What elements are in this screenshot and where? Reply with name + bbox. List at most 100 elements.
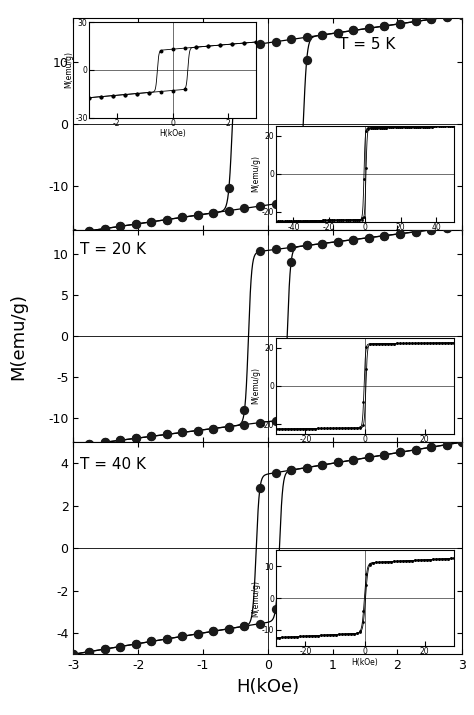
Point: [85, 646, 93, 657]
Point: [101, 223, 109, 235]
Point: [116, 221, 124, 232]
Point: [241, 405, 248, 416]
Point: [427, 224, 435, 235]
Point: [272, 36, 279, 47]
Point: [443, 11, 450, 23]
Point: [303, 31, 310, 43]
Point: [225, 182, 233, 193]
Point: [163, 429, 171, 440]
Point: [381, 449, 388, 460]
Point: [443, 222, 450, 234]
Point: [116, 221, 124, 232]
Point: [319, 459, 326, 470]
Point: [85, 438, 93, 450]
Point: [70, 227, 77, 239]
Point: [319, 238, 326, 250]
Point: [303, 240, 310, 251]
Point: [272, 603, 279, 614]
Point: [287, 465, 295, 476]
Point: [287, 242, 295, 253]
Point: [179, 631, 186, 642]
Point: [256, 200, 264, 212]
Point: [458, 220, 466, 232]
Point: [303, 240, 310, 251]
Point: [163, 214, 171, 225]
Point: [101, 223, 109, 235]
Point: [412, 444, 419, 455]
Point: [381, 449, 388, 460]
Point: [458, 220, 466, 232]
Point: [70, 649, 77, 660]
Point: [194, 425, 201, 436]
Point: [116, 435, 124, 446]
Point: [412, 226, 419, 237]
Point: [458, 9, 466, 21]
Point: [412, 16, 419, 27]
Point: [272, 198, 279, 209]
Point: [194, 209, 201, 221]
Point: [427, 441, 435, 453]
Point: [85, 225, 93, 237]
Point: [241, 202, 248, 214]
Point: [396, 228, 404, 240]
Point: [458, 9, 466, 21]
Point: [241, 621, 248, 632]
Point: [303, 462, 310, 473]
Point: [163, 429, 171, 440]
Point: [427, 14, 435, 25]
Point: [116, 641, 124, 652]
Point: [225, 421, 233, 433]
Point: [319, 29, 326, 41]
Point: [334, 236, 342, 247]
Point: [147, 636, 155, 647]
Point: [334, 27, 342, 39]
Point: [70, 227, 77, 239]
Point: [210, 207, 217, 219]
Point: [287, 256, 295, 267]
Point: [381, 230, 388, 242]
Point: [443, 439, 450, 450]
Point: [147, 430, 155, 442]
Point: [116, 641, 124, 652]
Point: [349, 454, 357, 465]
Point: [396, 447, 404, 458]
Point: [272, 415, 279, 426]
Point: [225, 623, 233, 634]
Point: [396, 18, 404, 29]
Point: [210, 423, 217, 434]
Text: T = 5 K: T = 5 K: [339, 36, 395, 51]
Point: [194, 628, 201, 640]
Point: [365, 22, 373, 34]
Point: [210, 626, 217, 637]
Point: [70, 440, 77, 452]
X-axis label: H(kOe): H(kOe): [236, 678, 300, 696]
Point: [272, 244, 279, 255]
Point: [396, 18, 404, 29]
Point: [427, 441, 435, 453]
Point: [194, 425, 201, 436]
Point: [334, 457, 342, 468]
Point: [319, 459, 326, 470]
Point: [272, 467, 279, 478]
Point: [179, 427, 186, 438]
Point: [443, 11, 450, 23]
Point: [85, 225, 93, 237]
Point: [85, 646, 93, 657]
Point: [256, 38, 264, 49]
Point: [365, 452, 373, 463]
Point: [241, 41, 248, 52]
Point: [303, 54, 310, 66]
Point: [147, 216, 155, 227]
Point: [101, 644, 109, 655]
Point: [365, 22, 373, 34]
Point: [256, 482, 264, 493]
Point: [349, 234, 357, 245]
Point: [116, 435, 124, 446]
Point: [194, 628, 201, 640]
Point: [349, 25, 357, 36]
Point: [147, 636, 155, 647]
Point: [349, 25, 357, 36]
Point: [319, 238, 326, 250]
Point: [70, 649, 77, 660]
Point: [381, 230, 388, 242]
